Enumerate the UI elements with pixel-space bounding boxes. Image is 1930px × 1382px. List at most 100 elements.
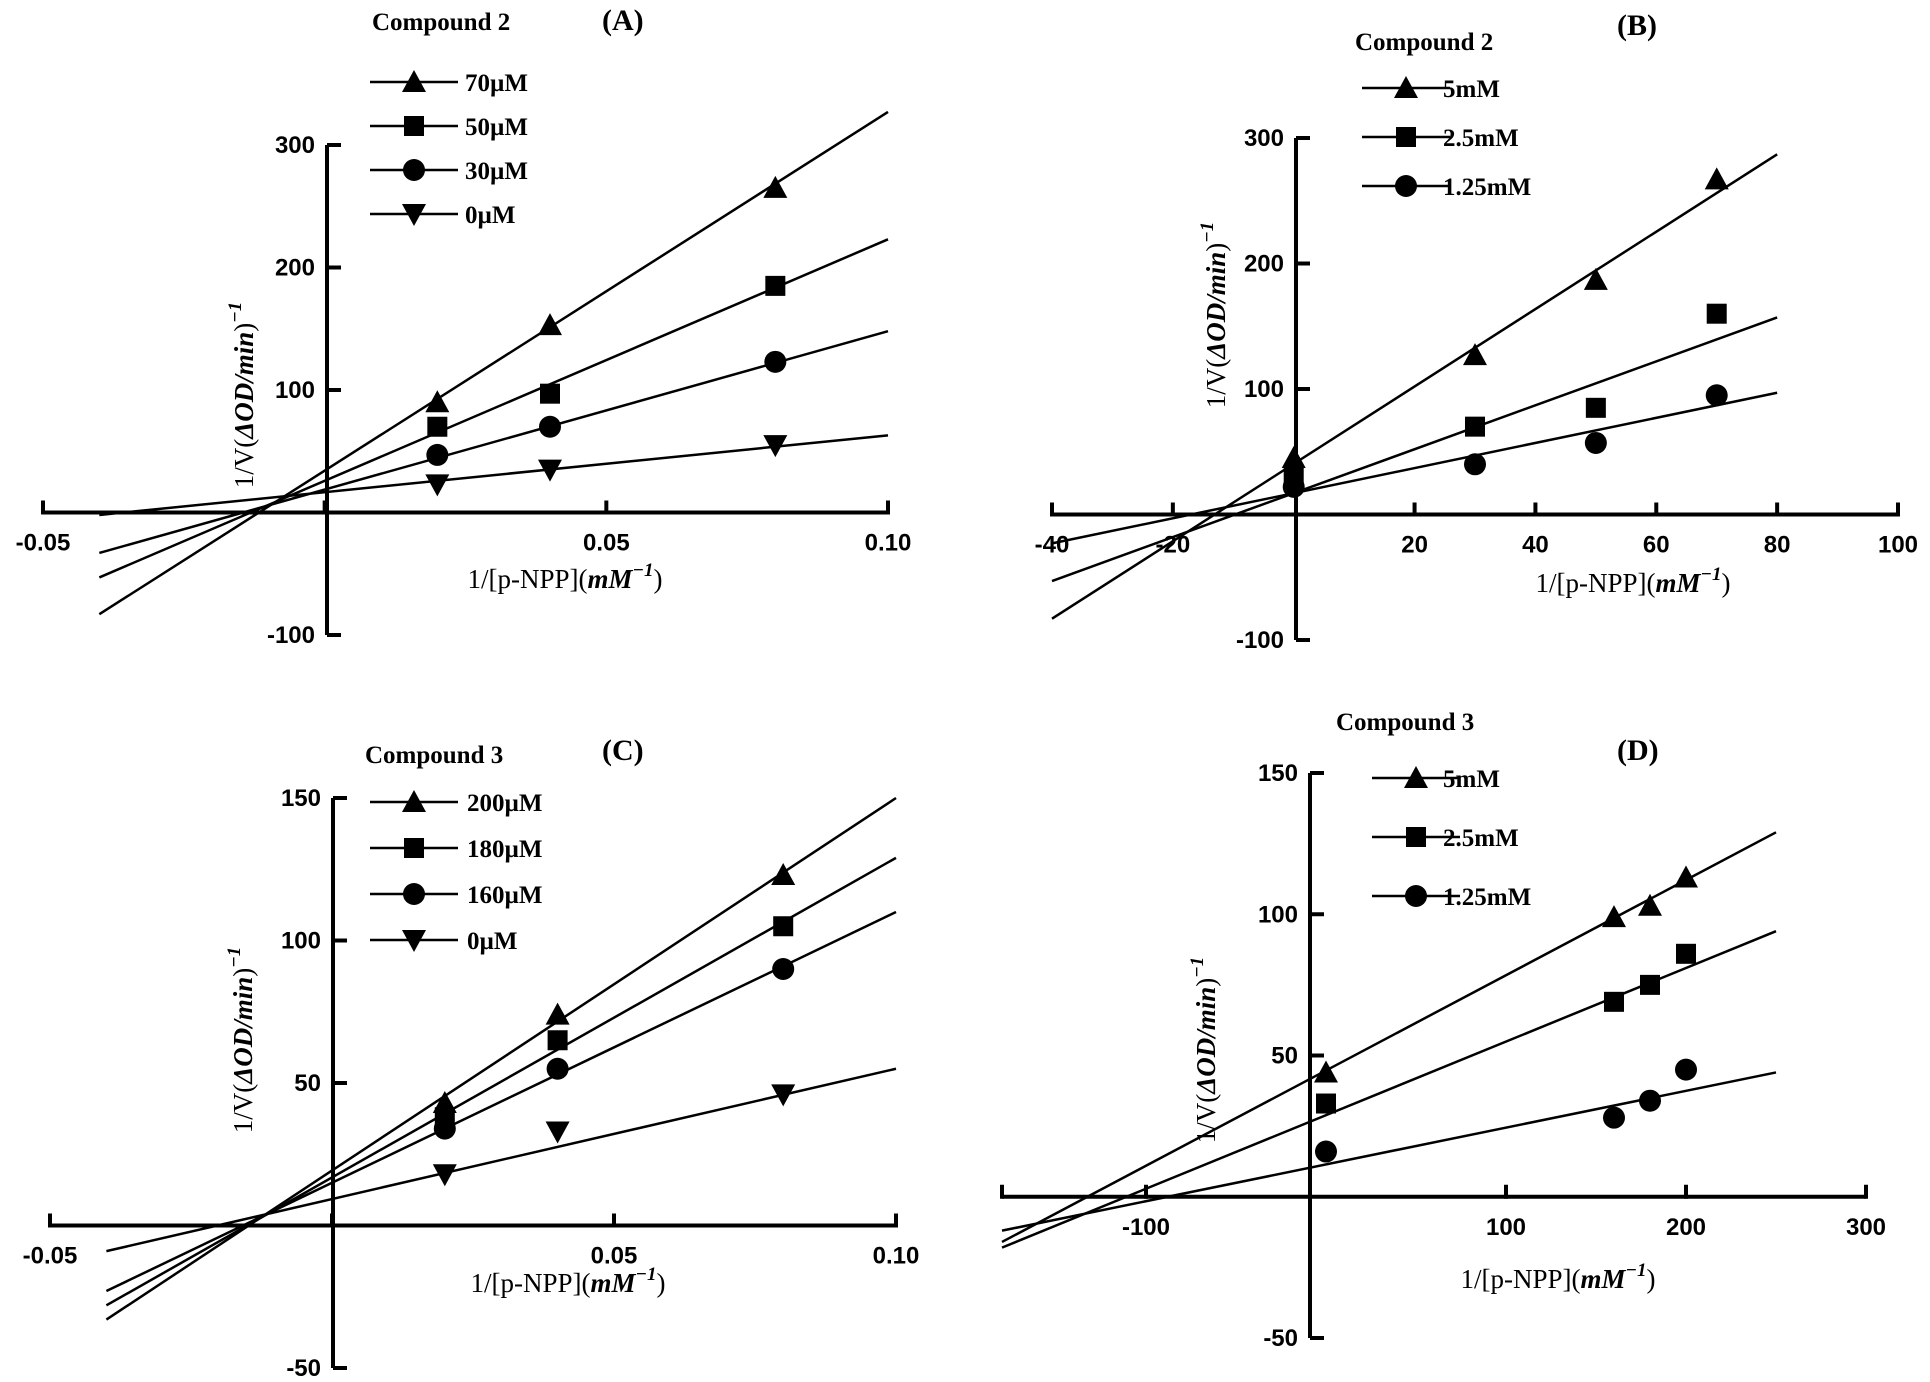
data-point [547, 1030, 568, 1051]
series-line [105, 796, 897, 1321]
y-tick-label: 100 [1244, 376, 1284, 403]
panel-label: (B) [1617, 9, 1657, 42]
legend-item: 200µM [370, 790, 543, 817]
legend-symbol [1406, 827, 1426, 847]
x-tick-label: 200 [1666, 1214, 1706, 1241]
series-0 [1051, 153, 1778, 620]
y-tick-label: -100 [1236, 627, 1284, 654]
y-tick-label: -50 [286, 1355, 321, 1382]
data-point [771, 862, 796, 885]
series-2 [98, 329, 889, 555]
series-line [98, 329, 889, 555]
data-point [1638, 893, 1662, 916]
series-0 [105, 796, 897, 1321]
data-point [763, 435, 788, 458]
legend-symbol [404, 838, 424, 858]
data-point [1314, 1060, 1338, 1083]
data-point [1463, 343, 1487, 366]
series-line [105, 856, 897, 1307]
legend-item: 70µM [370, 70, 528, 97]
data-point [539, 415, 561, 438]
legend-item: 50µM [370, 114, 528, 141]
data-point [1315, 1140, 1337, 1163]
data-point [1583, 267, 1608, 290]
legend-symbol [402, 70, 426, 92]
y-tick-label: 50 [294, 1070, 321, 1097]
panel-label: (A) [602, 4, 644, 37]
legend-item: 160µM [370, 882, 543, 909]
data-point [432, 1164, 457, 1187]
series-line [1051, 153, 1778, 620]
data-point [1674, 865, 1698, 888]
legend-label: 180µM [467, 836, 543, 863]
y-axis-label: 1/V(ΔOD/min)−1 [1197, 222, 1231, 408]
data-point [1281, 446, 1306, 469]
data-point [538, 459, 562, 482]
legend-label: 5mM [1443, 76, 1500, 103]
data-point [763, 175, 788, 198]
data-point [1585, 397, 1606, 418]
legend-item: 0µM [370, 928, 518, 955]
legend-symbol [404, 116, 424, 136]
series-1 [1051, 303, 1778, 583]
y-tick-label: 200 [1244, 251, 1284, 278]
legend-symbol [1394, 76, 1418, 98]
series-3 [106, 1067, 897, 1253]
legend-label: 1.25mM [1443, 884, 1531, 911]
legend-symbol [402, 930, 426, 952]
y-axis-label: 1/V(ΔOD/min)−1 [224, 947, 258, 1133]
data-point [1705, 384, 1728, 407]
legend-label: 1.25mM [1443, 174, 1531, 201]
series-2 [1051, 384, 1778, 545]
data-point [426, 443, 449, 466]
data-point [1464, 453, 1486, 476]
chart-title: Compound 2 [1355, 29, 1493, 56]
x-axis-label: 1/[p-NPP](mM−1) [1460, 1260, 1655, 1294]
data-point [1704, 167, 1729, 190]
x-tick-label: 40 [1522, 532, 1549, 559]
data-point [538, 313, 562, 336]
legend-symbol [402, 790, 426, 812]
legend-label: 2.5mM [1443, 125, 1519, 152]
series-1 [98, 238, 889, 579]
series-3 [99, 434, 889, 517]
legend-symbol [1405, 885, 1427, 907]
chart-panel-d: -100 100 200 300 -50 50 100 150 Compound 3 (D) 1/[… [1000, 709, 1886, 1352]
data-point [545, 1121, 570, 1144]
y-tick-label: -100 [267, 622, 315, 649]
series-line [1051, 391, 1778, 545]
legend-symbol [403, 883, 425, 905]
y-tick-label: 150 [281, 785, 321, 812]
legend-item: 2.5mM [1362, 125, 1519, 152]
chart-panel-b: -40 -20 20 40 60 80 100 -100 100 200 300 Compound 2… [1035, 9, 1918, 654]
series-0 [98, 110, 889, 616]
legend-symbol [403, 159, 425, 181]
series-0 [1001, 831, 1777, 1244]
legend-item: 30µM [370, 158, 528, 185]
series-line [99, 434, 889, 517]
chart-panel-c: -0.05 0.05 0.10 -50 50 100 150 Compound 3 (C) 1/[… [23, 734, 920, 1382]
legend-label: 2.5mM [1443, 825, 1519, 852]
x-tick-label: 80 [1764, 532, 1791, 559]
legend-symbol [1396, 127, 1416, 147]
legend-symbol [1395, 175, 1417, 197]
x-tick-label: -100 [1122, 1214, 1170, 1241]
series-line [105, 910, 897, 1293]
legend-label: 200µM [467, 790, 543, 817]
x-tick-label: 0.10 [865, 530, 912, 557]
legend-item: 1.25mM [1372, 884, 1531, 911]
legend-label: 30µM [465, 158, 528, 185]
y-tick-label: 300 [275, 132, 315, 159]
series-2 [1001, 1058, 1777, 1232]
data-point [1603, 1106, 1625, 1129]
chart-title: Compound 3 [365, 742, 503, 769]
y-tick-label: 150 [1258, 760, 1298, 787]
data-point [1639, 1089, 1661, 1112]
data-point [1584, 431, 1607, 454]
data-point [1604, 991, 1624, 1012]
series-line [1001, 831, 1777, 1244]
x-tick-label: 20 [1401, 532, 1428, 559]
data-point [545, 1002, 570, 1025]
legend-label: 160µM [467, 882, 543, 909]
data-point [425, 390, 450, 413]
